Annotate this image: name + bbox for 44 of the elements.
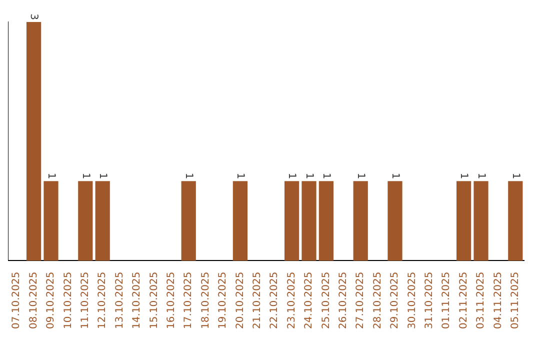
- data-label: 1: [234, 172, 246, 180]
- x-tick-label: 29.10.2025: [390, 272, 401, 330]
- x-tick-label: 27.10.2025: [355, 272, 366, 330]
- x-tick-label: 04.11.2025: [492, 272, 504, 330]
- data-label: 1: [286, 172, 298, 180]
- data-label: 1: [80, 172, 91, 180]
- data-label: 1: [320, 172, 332, 180]
- x-tick-label: 11.10.2025: [80, 272, 91, 330]
- x-tick-label: 05.11.2025: [510, 272, 521, 330]
- x-tick-label: 28.10.2025: [372, 272, 384, 330]
- data-label: 1: [355, 172, 366, 180]
- x-tick-label: 21.10.2025: [252, 272, 263, 330]
- x-tick-label: 31.10.2025: [424, 272, 435, 330]
- x-tick-label: 23.10.2025: [286, 272, 298, 330]
- x-tick-label: 18.10.2025: [200, 272, 212, 330]
- x-tick-label: 14.10.2025: [132, 272, 143, 330]
- data-label: 1: [458, 172, 470, 180]
- x-tick-label: 16.10.2025: [166, 272, 177, 330]
- x-tick-label: 24.10.2025: [304, 272, 315, 330]
- x-tick-label: 07.10.2025: [11, 272, 22, 330]
- data-label: 1: [183, 172, 194, 180]
- data-label: 1: [97, 172, 108, 180]
- x-tick-label: 20.10.2025: [234, 272, 246, 330]
- data-label: 1: [475, 172, 486, 180]
- data-label: 3: [28, 14, 40, 20]
- x-tick-label: 02.11.2025: [458, 272, 470, 330]
- x-tick-label: 01.11.2025: [441, 272, 452, 330]
- x-tick-label: 19.10.2025: [218, 272, 229, 330]
- data-label: 1: [510, 172, 521, 180]
- x-tick-label: 15.10.2025: [148, 272, 160, 330]
- x-tick-label: 25.10.2025: [320, 272, 332, 330]
- x-tick-label: 26.10.2025: [338, 272, 349, 330]
- data-label: 1: [389, 172, 400, 180]
- data-label: 1: [303, 172, 314, 180]
- x-tick-label: 03.11.2025: [476, 272, 487, 330]
- x-tick-label: 08.10.2025: [28, 272, 40, 330]
- data-label: 1: [45, 172, 56, 180]
- x-tick-label: 17.10.2025: [183, 272, 194, 330]
- x-tick-label: 30.10.2025: [406, 272, 418, 330]
- x-tick-label: 09.10.2025: [46, 272, 57, 330]
- x-tick-label: 12.10.2025: [97, 272, 108, 330]
- x-tick-label: 10.10.2025: [62, 272, 74, 330]
- x-tick-label: 22.10.2025: [269, 272, 280, 330]
- x-tick-label: 13.10.2025: [114, 272, 126, 330]
